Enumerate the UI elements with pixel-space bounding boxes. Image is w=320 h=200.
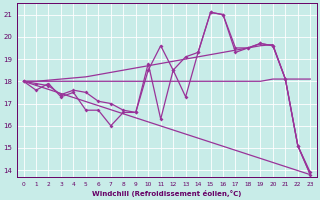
X-axis label: Windchill (Refroidissement éolien,°C): Windchill (Refroidissement éolien,°C): [92, 190, 242, 197]
